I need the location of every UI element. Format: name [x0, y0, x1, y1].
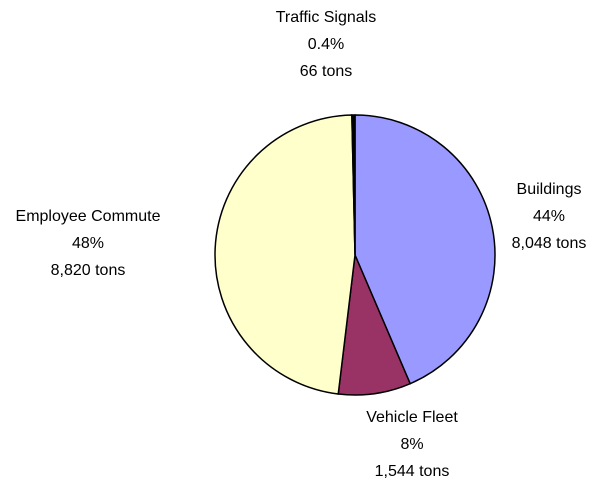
pie-slice: [214, 114, 356, 395]
slice-label: Traffic Signals: [276, 9, 376, 26]
slice-percent: 48%: [72, 235, 104, 252]
slice-value: 1,544 tons: [375, 463, 450, 480]
slice-value: 8,820 tons: [51, 262, 126, 279]
slice-percent: 44%: [533, 208, 565, 225]
slice-label: Buildings: [517, 181, 582, 198]
pie-slice: [351, 114, 356, 256]
pie-slice: [354, 114, 496, 385]
slice-percent: 0.4%: [308, 36, 344, 53]
slice-percent: 8%: [400, 436, 423, 453]
slice-label: Vehicle Fleet: [366, 409, 458, 426]
slice-value: 8,048 tons: [512, 235, 587, 252]
slice-value: 66 tons: [300, 63, 352, 80]
slice-label: Employee Commute: [16, 208, 161, 225]
